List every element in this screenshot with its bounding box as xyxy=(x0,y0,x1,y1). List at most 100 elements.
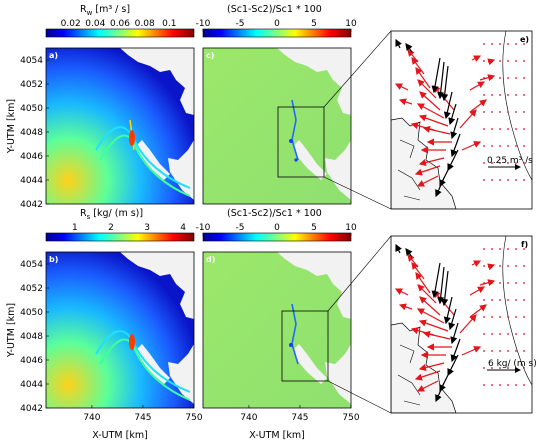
vector-black xyxy=(395,243,402,254)
vector-black xyxy=(441,270,449,307)
vector-dot xyxy=(499,128,501,130)
vector-red xyxy=(416,308,445,324)
vector-dot xyxy=(515,77,517,79)
vector-dot xyxy=(523,265,525,267)
panel-f-dots xyxy=(483,248,525,386)
vector-dot xyxy=(515,350,517,352)
vector-red xyxy=(398,303,413,311)
vector-dot xyxy=(515,60,517,62)
vector-dot xyxy=(499,367,501,369)
colorbar-rw: Rw [m³ / s] 0.02 0.04 0.06 0.08 0.1 xyxy=(45,4,195,38)
vector-dot xyxy=(483,162,485,164)
vector-black xyxy=(435,382,445,403)
vector-dot xyxy=(499,282,501,284)
vector-dot xyxy=(499,299,501,301)
vector-red xyxy=(469,304,487,318)
vector-dot xyxy=(523,333,525,335)
panel-e-label: e) xyxy=(520,35,529,44)
panel-a-ylabel: Y-UTM [km] xyxy=(6,99,17,154)
colorbar-tick-label: 0 xyxy=(274,223,280,233)
vector-dot xyxy=(515,384,517,386)
vector-black xyxy=(450,322,459,345)
vector-dot xyxy=(491,367,493,369)
vector-dot xyxy=(483,128,485,130)
vector-dot xyxy=(499,43,501,45)
panel-d-label: d) xyxy=(206,255,215,264)
vector-black xyxy=(443,296,453,325)
colorbar-diff-bottom: (Sc1-Sc2)/Sc1 * 100 -10 -5 0 5 10 xyxy=(196,208,357,242)
vector-dot xyxy=(523,77,525,79)
vector-dot xyxy=(523,316,525,318)
vector-dot xyxy=(507,43,509,45)
vector-dot xyxy=(523,299,525,301)
panel-f: f) 6 kg/ (m s) xyxy=(390,235,537,414)
vector-dot xyxy=(515,248,517,250)
y-tick-label: 4042 xyxy=(20,200,43,210)
y-tick-label: 4054 xyxy=(20,260,43,270)
vector-red xyxy=(419,296,441,316)
vector-dot xyxy=(499,145,501,147)
panel-c-label: c) xyxy=(206,51,214,60)
colorbar-tick-label: 4 xyxy=(180,223,186,233)
vector-black xyxy=(395,38,402,49)
panel-c-land xyxy=(277,48,351,115)
panel-a-land xyxy=(120,48,194,115)
vector-red xyxy=(469,99,487,113)
y-tick-label: 4046 xyxy=(20,356,43,366)
vector-red xyxy=(418,319,449,332)
panel-e-red-vectors xyxy=(394,49,496,187)
panel-b: b) 4054 4052 4050 4048 4046 4044 4042 740 745 75… xyxy=(6,251,203,441)
vector-black xyxy=(431,57,441,94)
vector-dot xyxy=(499,350,501,352)
vector-dot xyxy=(491,145,493,147)
panel-c: c) xyxy=(202,47,352,205)
x-tick-label: 740 xyxy=(83,413,100,423)
vector-dot xyxy=(491,299,493,301)
x-tick-label: 745 xyxy=(134,413,151,423)
vector-red xyxy=(487,58,496,66)
vector-dot xyxy=(507,367,509,369)
vector-dot xyxy=(483,282,485,284)
vector-dot xyxy=(491,248,493,250)
colorbar-rs: Rs [kg/ (m s)] 1 2 3 4 xyxy=(45,208,195,242)
vector-red xyxy=(414,165,441,176)
vector-dot xyxy=(507,299,509,301)
vector-dot xyxy=(507,77,509,79)
y-tick-label: 4044 xyxy=(20,176,43,186)
vector-red xyxy=(411,57,425,75)
panel-f-label: f) xyxy=(521,240,528,249)
vector-black xyxy=(435,177,445,198)
vector-dot xyxy=(483,145,485,147)
x-tick-label: 750 xyxy=(185,413,202,423)
panel-a: a) 4054 4052 4050 4048 4046 4044 4042 Y-UTM [k… xyxy=(6,47,195,210)
vector-red xyxy=(410,122,435,131)
vector-dot xyxy=(515,179,517,181)
vector-black xyxy=(450,117,459,140)
vector-black xyxy=(450,338,461,363)
vector-dot xyxy=(515,111,517,113)
colorbar-tick-label: 2 xyxy=(108,223,114,233)
vector-dot xyxy=(483,384,485,386)
vector-dot xyxy=(523,162,525,164)
vector-dot xyxy=(499,94,501,96)
vector-red xyxy=(419,91,441,111)
colorbar-rw-bar xyxy=(45,28,195,38)
colorbar-tick-label: -10 xyxy=(196,19,211,29)
y-tick-label: 4054 xyxy=(20,56,43,66)
vector-black xyxy=(405,248,413,258)
vector-dot xyxy=(483,367,485,369)
vector-red xyxy=(417,284,437,304)
colorbar-diff-top-bar xyxy=(202,28,352,38)
y-tick-label: 4042 xyxy=(20,404,43,414)
vector-dot xyxy=(483,316,485,318)
vector-dot xyxy=(483,111,485,113)
vector-black xyxy=(441,65,449,102)
vector-dot xyxy=(515,282,517,284)
vector-dot xyxy=(523,367,525,369)
vector-dot xyxy=(523,282,525,284)
vector-dot xyxy=(523,128,525,130)
y-tick-label: 4048 xyxy=(20,128,43,138)
vector-dot xyxy=(515,162,517,164)
vector-black xyxy=(437,61,445,100)
vector-dot xyxy=(483,77,485,79)
